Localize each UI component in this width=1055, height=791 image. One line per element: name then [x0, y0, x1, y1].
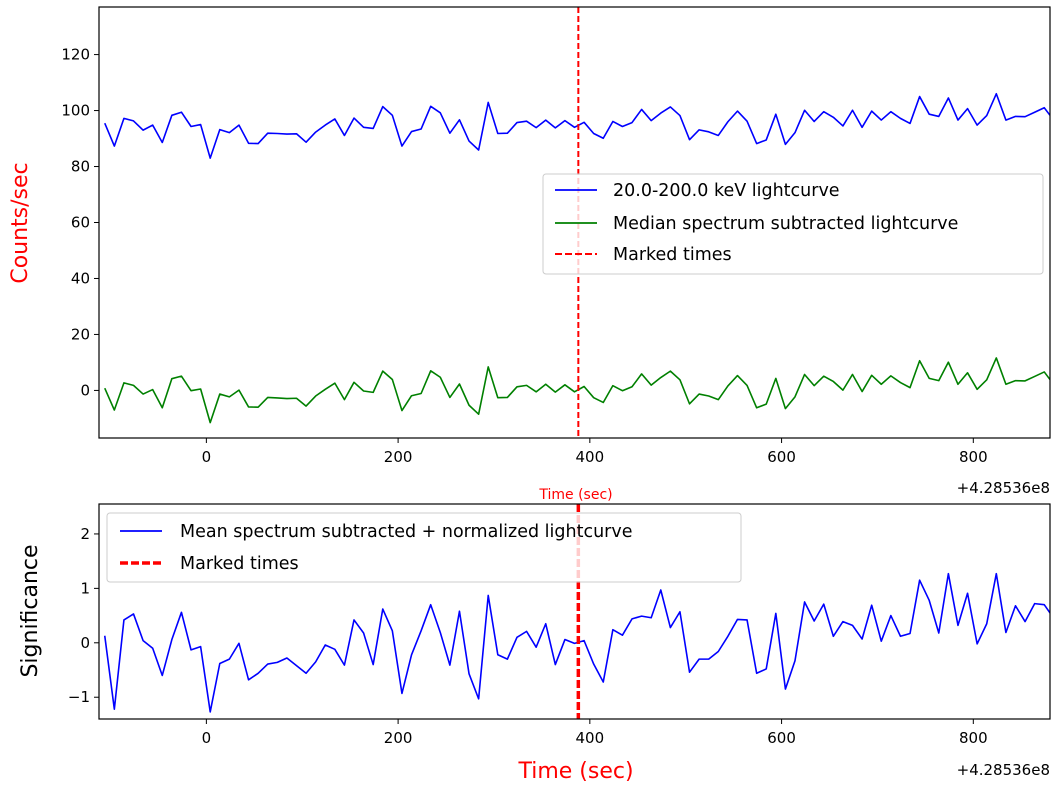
bottom-significance-panel: 0 200 400 600 800 −1 0 1 2 Significance Time (se… — [18, 503, 1051, 784]
bottom-axis-ticks: 0 200 400 600 800 −1 0 1 2 — [68, 525, 988, 747]
bottom-legend-label-marked: Marked times — [180, 554, 299, 574]
top-x-tick-label: 200 — [384, 448, 413, 466]
bottom-x-tick-label: 600 — [767, 729, 796, 747]
top-x-axis-label: Time (sec) — [538, 487, 612, 503]
bottom-plot-frame — [98, 503, 1051, 720]
bottom-y-tick-label: −1 — [68, 688, 90, 706]
top-x-tick-label: 600 — [767, 448, 796, 466]
bottom-x-tick-label: 800 — [959, 729, 988, 747]
top-y-tick-label: 40 — [71, 269, 90, 287]
bottom-legend: Mean spectrum subtracted + normalized li… — [106, 512, 742, 583]
bottom-y-axis-label: Significance — [18, 544, 43, 677]
bottom-x-tick-label: 400 — [576, 729, 605, 747]
bottom-legend-label-lightcurve: Mean spectrum subtracted + normalized li… — [180, 522, 632, 542]
top-axis-ticks: 0 200 400 600 800 0 20 40 60 80 100 120 — [61, 46, 987, 466]
top-legend-label-lightcurve: 20.0-200.0 keV lightcurve — [613, 181, 840, 201]
top-x-tick-label: 800 — [959, 448, 988, 466]
bottom-x-tick-label: 200 — [384, 729, 413, 747]
top-y-tick-label: 100 — [61, 102, 90, 120]
top-legend-label-marked: Marked times — [613, 245, 732, 265]
top-x-tick-label: 400 — [576, 448, 605, 466]
top-plot-lines — [104, 7, 1050, 438]
bottom-x-offset-label: +4.28536e8 — [957, 761, 1050, 779]
top-y-tick-label: 80 — [71, 158, 90, 176]
bottom-y-tick-label: 0 — [80, 634, 90, 652]
bottom-y-tick-label: 1 — [80, 579, 90, 597]
top-y-tick-label: 0 — [80, 381, 90, 399]
top-legend-box — [542, 173, 1044, 275]
bottom-y-tick-label: 2 — [80, 525, 90, 543]
top-x-tick-label: 0 — [202, 448, 212, 466]
top-legend-label-median: Median spectrum subtracted lightcurve — [613, 214, 958, 234]
top-clipped-area — [104, 7, 1050, 438]
top-y-axis-label: Counts/sec — [8, 162, 33, 283]
top-y-tick-label: 20 — [71, 325, 90, 343]
top-y-tick-label: 120 — [61, 46, 90, 64]
top-x-offset-label: +4.28536e8 — [957, 479, 1050, 497]
bottom-x-tick-label: 0 — [202, 729, 212, 747]
bottom-legend-box — [106, 512, 742, 583]
bottom-x-axis-label: Time (sec) — [517, 759, 633, 784]
top-y-tick-label: 60 — [71, 214, 90, 232]
top-legend: 20.0-200.0 keV lightcurve Median spectru… — [542, 173, 1044, 275]
